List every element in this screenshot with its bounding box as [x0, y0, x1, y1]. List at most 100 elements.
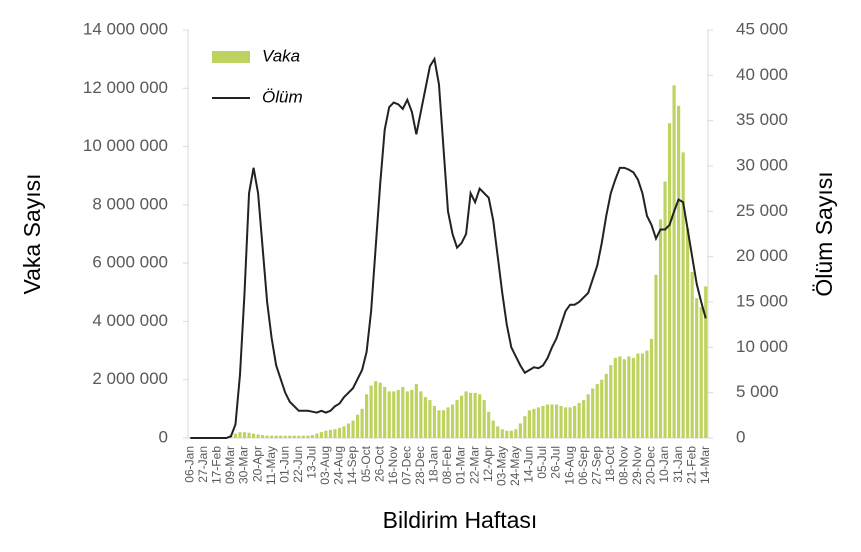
x-tick-label: 27-Jan	[196, 446, 210, 483]
bar	[627, 356, 631, 438]
bar	[256, 434, 260, 438]
bar	[677, 105, 681, 439]
x-tick-label: 14-Sep	[345, 446, 359, 485]
bar	[423, 397, 427, 438]
y2-tick-label: 45 000	[736, 19, 788, 38]
y-tick-label: 0	[159, 427, 168, 446]
x-tick-label: 11-May	[264, 446, 278, 485]
y2-tick-label: 10 000	[736, 337, 788, 356]
bar	[550, 404, 554, 438]
bar	[261, 435, 265, 438]
y2-tick-label: 25 000	[736, 201, 788, 220]
y-tick-label: 12 000 000	[83, 78, 168, 97]
bar	[405, 391, 409, 438]
bar	[283, 435, 287, 438]
x-tick-label: 16-Aug	[562, 446, 576, 485]
bar	[450, 404, 455, 438]
bar	[292, 435, 296, 438]
bar	[410, 389, 414, 438]
bar	[229, 436, 233, 438]
bar	[500, 429, 504, 438]
bar	[487, 411, 491, 438]
bar	[545, 404, 550, 438]
y2-tick-label: 40 000	[736, 65, 788, 84]
bar	[582, 400, 586, 438]
x-tick-label: 14-Jun	[522, 446, 536, 483]
y-tick-label: 6 000 000	[92, 253, 168, 272]
y2-axis-title: Ölüm Sayısı	[811, 171, 837, 296]
bar	[577, 403, 581, 438]
bar	[527, 410, 531, 438]
bar	[401, 387, 405, 438]
bar	[265, 435, 269, 438]
bar	[251, 433, 256, 438]
y-tick-label: 4 000 000	[92, 311, 168, 330]
bar	[315, 433, 319, 438]
x-tick-label: 29-Nov	[630, 446, 644, 485]
bar	[532, 408, 536, 438]
bar	[699, 306, 703, 438]
y2-tick-label: 5 000	[736, 382, 779, 401]
bar	[351, 420, 355, 438]
bar	[618, 356, 622, 438]
bar	[663, 181, 667, 439]
line	[190, 56, 707, 439]
bar	[446, 407, 450, 438]
x-tick-label: 24-Aug	[332, 446, 346, 485]
x-tick-label: 18-Oct	[603, 445, 617, 482]
bar	[414, 384, 418, 438]
bar	[306, 435, 310, 438]
bar	[631, 357, 635, 438]
x-tick-label: 20-Dec	[644, 446, 658, 485]
bar	[355, 414, 360, 438]
x-tick-label: 24-May	[508, 446, 522, 486]
bar	[392, 391, 396, 438]
bar	[328, 429, 333, 438]
x-tick-label: 06-Sep	[576, 446, 590, 485]
x-tick-label: 03-May	[494, 446, 508, 486]
bar	[441, 410, 446, 438]
bar	[319, 432, 323, 438]
x-tick-label: 27-Sep	[589, 446, 603, 485]
bar	[604, 373, 608, 438]
bar	[242, 432, 247, 438]
bar	[464, 391, 468, 438]
legend-label: Ölüm	[262, 87, 303, 106]
x-tick-label: 05-Oct	[359, 445, 373, 482]
bar	[667, 123, 672, 438]
bar	[473, 392, 477, 438]
bar	[509, 430, 513, 438]
bar	[704, 286, 708, 438]
x-tick-label: 14-Mar	[698, 446, 712, 484]
bar	[559, 405, 563, 438]
bar	[686, 228, 690, 438]
x-tick-label: 07-Dec	[399, 446, 413, 485]
x-tick-label: 18-Jan	[427, 446, 441, 483]
bar	[514, 429, 518, 438]
x-tick-label: 16-Nov	[386, 446, 400, 485]
bar	[563, 407, 568, 438]
legend-label: Vaka	[262, 46, 300, 65]
y2-tick-label: 20 000	[736, 246, 788, 265]
bar	[482, 400, 486, 438]
bar	[310, 435, 314, 438]
y-tick-label: 8 000 000	[92, 194, 168, 213]
x-tick-label: 22-Jun	[291, 446, 305, 483]
bar	[613, 357, 617, 438]
x-tick-label: 26-Jul	[549, 446, 563, 479]
x-tick-label: 22-Mar	[467, 446, 481, 484]
bar	[600, 379, 604, 438]
x-tick-label: 10-Jan	[657, 446, 671, 483]
bar	[419, 391, 423, 438]
bar	[324, 430, 328, 438]
bar	[247, 432, 251, 438]
bar	[478, 394, 482, 438]
bar	[301, 435, 305, 438]
bar	[568, 407, 572, 438]
bar	[496, 426, 500, 438]
bar	[586, 394, 590, 438]
x-tick-label: 09-Mar	[223, 446, 237, 484]
y2-tick-label: 30 000	[736, 155, 788, 174]
bar	[342, 426, 346, 438]
bar	[591, 388, 595, 438]
